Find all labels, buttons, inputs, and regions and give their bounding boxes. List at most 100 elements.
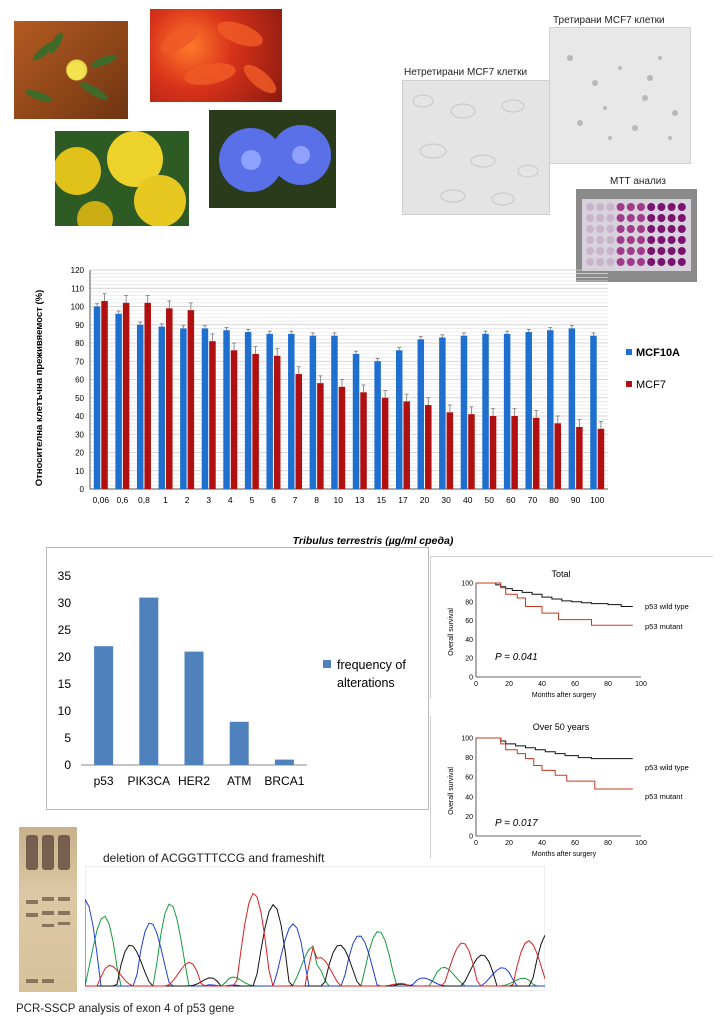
x-tick-label: 8	[314, 495, 319, 505]
freq-x-tick-label: PIK3CA	[127, 774, 170, 788]
untreated-cells-caption: Нетретирани МСF7 клетки	[404, 67, 528, 78]
plate-well	[647, 214, 656, 222]
km-curve-wild-type	[476, 737, 633, 760]
bar-mcf7-1	[166, 308, 173, 489]
plate-well	[657, 203, 666, 211]
freq-y-tick-label: 0	[64, 758, 71, 772]
km-total-legend-wild: p53 wild type	[645, 602, 689, 611]
km-y-tick-label: 80	[465, 599, 473, 606]
km-total-legend-mutant: p53 mutant	[645, 622, 683, 631]
bar-mcf7-40	[468, 414, 475, 489]
legend-swatch-frequency	[323, 660, 331, 668]
plate-well	[626, 258, 635, 266]
km-total-x-label: Months after surgery	[532, 692, 597, 699]
bar-mcf7-7	[295, 374, 303, 489]
plate-well	[626, 236, 635, 244]
km-curve-mutant	[476, 582, 633, 626]
x-tick-label: 0,06	[93, 495, 110, 505]
plate-well	[586, 225, 594, 233]
km-over50-chart: Over 50 years Overall survival Months af…	[448, 722, 689, 858]
y-tick-label: 60	[75, 376, 84, 385]
y-tick-label: 120	[71, 266, 85, 275]
bar-mcf10a-0,8	[136, 324, 144, 489]
plate-well	[616, 214, 625, 222]
plate-well	[586, 236, 594, 244]
freq-bar-p53	[94, 646, 114, 765]
legend-swatch-mcf7	[626, 381, 632, 387]
chromatogram-frame	[85, 866, 545, 991]
plate-well	[606, 247, 615, 255]
bar-mcf7-50	[489, 416, 497, 489]
km-x-tick-label: 60	[571, 840, 579, 847]
plate-well	[606, 236, 615, 244]
plate-well	[647, 247, 656, 255]
freq-x-tick-label: p53	[94, 774, 114, 788]
plate-well	[626, 203, 635, 211]
y-tick-label: 100	[71, 303, 85, 312]
mtt-caption: МТТ анализ	[610, 176, 666, 187]
bar-mcf10a-15	[374, 361, 381, 489]
bar-mcf7-10	[338, 386, 346, 489]
plate-well	[637, 214, 645, 222]
freq-bar-ATM	[229, 721, 249, 765]
plate-well	[596, 225, 605, 233]
bar-mcf7-15	[381, 397, 389, 489]
legend-label-mcf7: MCF7	[636, 379, 666, 391]
freq-y-tick-label: 35	[58, 569, 72, 583]
plate-well	[637, 236, 645, 244]
y-tick-label: 80	[75, 339, 84, 348]
y-tick-label: 10	[75, 467, 84, 476]
bar-mcf7-20	[425, 405, 432, 489]
plate-well	[647, 203, 656, 211]
bar-mcf10a-1	[158, 326, 166, 489]
bar-mcf7-80	[554, 423, 562, 489]
bar-mcf7-30	[446, 412, 454, 489]
x-tick-label: 100	[590, 495, 604, 505]
x-tick-label: 3	[206, 495, 211, 505]
plate-well	[657, 258, 666, 266]
treated-cells-caption: Третирани МСF7 клетки	[553, 15, 665, 26]
gel-bands	[26, 835, 70, 983]
x-tick-label: 70	[528, 495, 538, 505]
plate-well	[586, 247, 594, 255]
plate-well	[647, 258, 656, 266]
red-leaves-drawing	[160, 21, 277, 94]
plate-well	[596, 236, 605, 244]
x-tick-label: 17	[398, 495, 408, 505]
bar-mcf10a-90	[568, 328, 576, 489]
freq-chart-bars	[94, 597, 294, 765]
plate-well	[626, 225, 635, 233]
km-over50-legend-mutant: p53 mutant	[645, 792, 683, 801]
plate-well	[657, 236, 666, 244]
plate-well	[667, 258, 676, 266]
plate-well	[626, 214, 635, 222]
km-x-tick-label: 100	[635, 681, 647, 688]
bar-mcf10a-50	[482, 333, 489, 489]
plate-well	[667, 247, 676, 255]
km-over50-title: Over 50 years	[533, 722, 590, 732]
plate-well	[586, 203, 594, 211]
bar-mcf7-8	[317, 383, 324, 489]
km-y-tick-label: 60	[465, 618, 473, 625]
freq-y-tick-label: 20	[58, 650, 72, 664]
km-x-tick-label: 80	[604, 681, 612, 688]
km-x-tick-label: 20	[505, 681, 513, 688]
bar-mcf10a-40	[460, 335, 468, 489]
km-over50-x-label: Months after surgery	[532, 851, 597, 858]
bar-mcf7-0,8	[144, 302, 151, 489]
x-tick-label: 40	[463, 495, 473, 505]
x-tick-label: 60	[506, 495, 516, 505]
freq-y-tick-label: 25	[58, 623, 72, 637]
km-y-tick-label: 60	[465, 775, 473, 782]
plate-well	[606, 225, 615, 233]
km-over50-axis: 0 20 40 60 80 100 0 20 40 60 80 100	[461, 736, 647, 848]
plate-well	[596, 214, 605, 222]
km-total-curves	[476, 582, 633, 626]
y-tick-label: 20	[75, 449, 84, 458]
x-tick-label: 7	[293, 495, 298, 505]
bar-mcf7-13	[360, 392, 367, 489]
km-curve-mutant	[476, 737, 633, 790]
km-y-tick-label: 0	[469, 834, 473, 841]
bar-mcf10a-4	[223, 330, 230, 489]
